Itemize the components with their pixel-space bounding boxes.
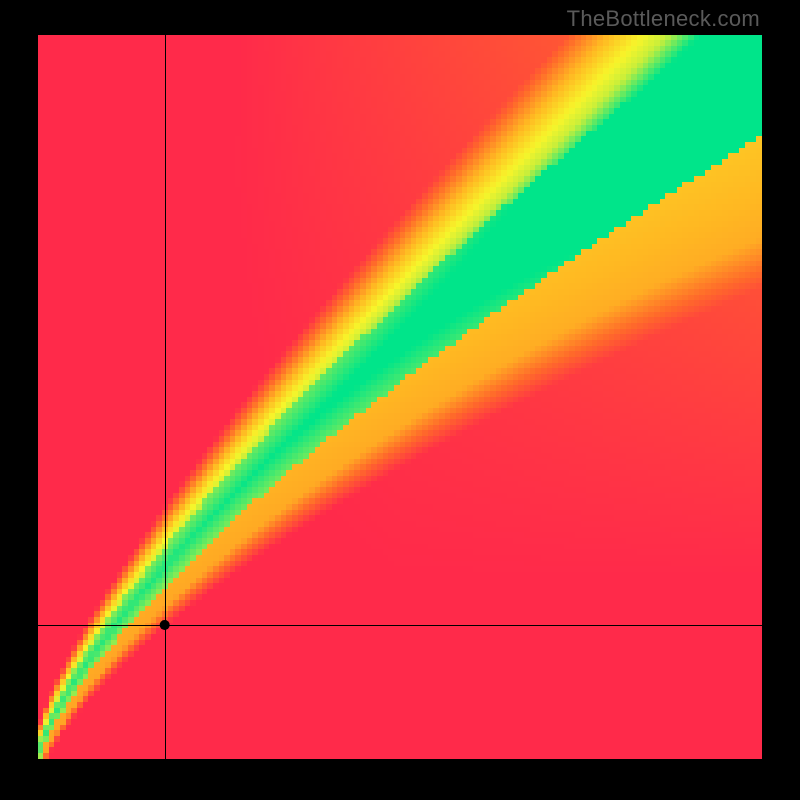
watermark-text: TheBottleneck.com <box>567 6 760 32</box>
heatmap-canvas <box>38 35 762 759</box>
heatmap-plot-area <box>38 35 762 759</box>
